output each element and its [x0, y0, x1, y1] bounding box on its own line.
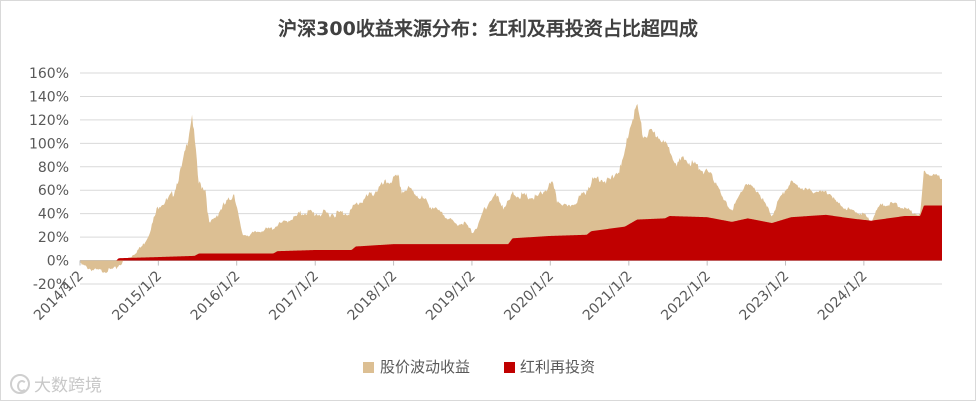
legend-label-volatility: 股价波动收益 [380, 358, 470, 376]
legend-swatch-volatility [363, 362, 374, 373]
legend-swatch-dividend [504, 362, 515, 373]
y-tick-label: 20% [38, 230, 69, 246]
legend-label-dividend: 红利再投资 [520, 358, 595, 376]
y-axis-ticks: -20% 0% 20% 40% 60% 80% 100% 120% 140% 160% [29, 66, 69, 293]
chart-areas [80, 104, 942, 274]
x-tick-label: 2020/1/2 [501, 268, 557, 324]
area-dividend-series [80, 205, 942, 261]
y-tick-label: 60% [38, 183, 69, 199]
watermark: 大数跨境 [10, 371, 102, 396]
x-tick-label: 2015/1/2 [109, 268, 165, 324]
watermark-logo-icon [10, 373, 30, 394]
watermark-text: 大数跨境 [34, 376, 102, 396]
y-tick-label: 0% [47, 254, 69, 270]
x-axis-ticks: 2014/1/2 2015/1/2 2016/1/2 2017/1/2 2018/1/2… [31, 260, 871, 324]
y-tick-label: 120% [29, 113, 69, 129]
y-tick-label: 160% [29, 66, 69, 82]
x-tick-label: 2022/1/2 [658, 268, 714, 324]
x-tick-label: 2018/1/2 [345, 268, 401, 324]
chart-title: 沪深300收益来源分布：红利及再投资占比超四成 [278, 18, 698, 40]
y-tick-label: -20% [33, 277, 69, 293]
y-tick-label: 80% [38, 160, 69, 176]
x-tick-label: 2017/1/2 [266, 268, 322, 324]
y-tick-label: 40% [38, 207, 69, 223]
x-tick-label: 2021/1/2 [580, 268, 636, 324]
x-tick-label: 2019/1/2 [423, 268, 479, 324]
x-tick-label: 2024/1/2 [815, 268, 871, 324]
y-tick-label: 100% [29, 136, 69, 152]
y-tick-label: 140% [29, 89, 69, 105]
legend: 股价波动收益 红利再投资 [363, 358, 595, 376]
x-tick-label: 2023/1/2 [737, 268, 793, 324]
x-tick-label: 2016/1/2 [188, 268, 244, 324]
